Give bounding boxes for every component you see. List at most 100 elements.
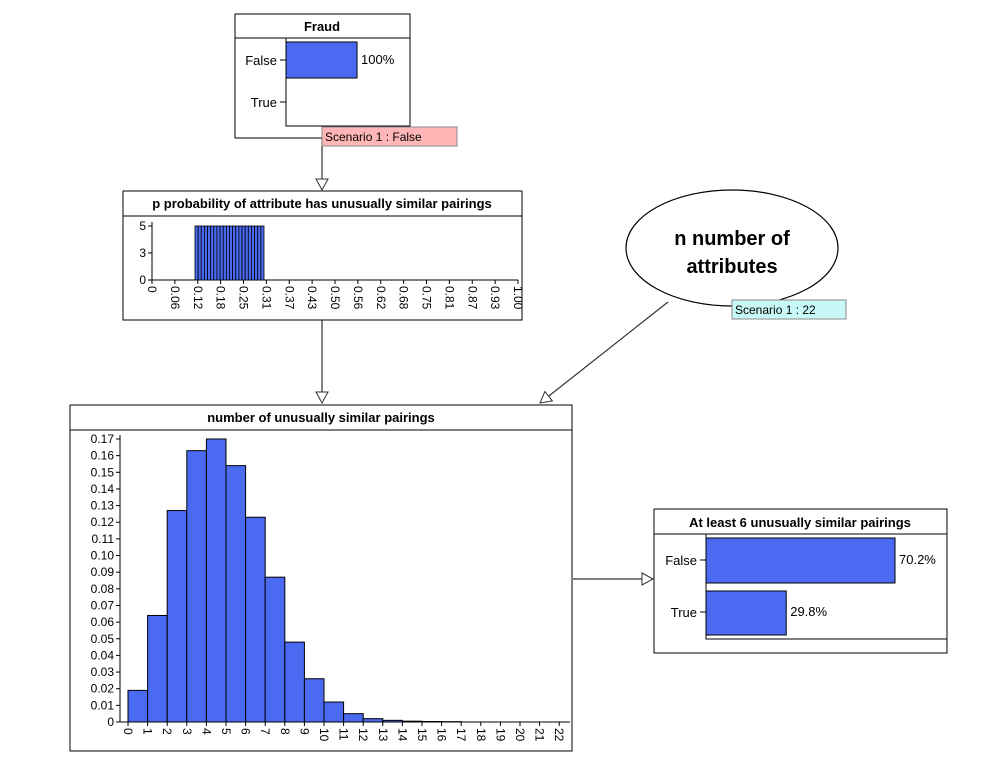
- pairings-bar: [401, 720, 423, 723]
- pairings-x-tick-label: 14: [395, 728, 409, 742]
- pairings-y-tick-label: 0.10: [91, 549, 115, 563]
- fraud-node[interactable]: Fraud False 100% True Scenario 1 : False: [234, 13, 458, 147]
- pairings-y-tick-label: 0.06: [91, 615, 115, 629]
- pairings-bar: [382, 719, 403, 723]
- pairings-y-tick-label: 0.13: [91, 499, 115, 513]
- p-probability-node[interactable]: p probability of attribute has unusually…: [122, 190, 525, 321]
- pairings-x-tick-label: 2: [160, 728, 174, 735]
- p-x-tick-label: 0.56: [351, 286, 365, 310]
- pairings-x-tick-label: 5: [219, 728, 233, 735]
- fraud-node-title: Fraud: [304, 19, 340, 34]
- pairings-y-tick-label: 0.14: [91, 482, 115, 496]
- p-x-tick-label: 0.93: [488, 286, 502, 310]
- pairings-bar: [205, 438, 227, 723]
- n-scenario-label: Scenario 1 : 22: [735, 303, 816, 317]
- pairings-y-tick-label: 0.15: [91, 465, 115, 479]
- p-node-chart: 5 3 00 0.06 0.12 0.18 0.25 0.31 0.37 0.43 0.50 0.56…: [139, 219, 525, 310]
- pairings-x-tick-label: 3: [180, 728, 194, 735]
- pairings-x-tick-label: 16: [435, 728, 449, 742]
- pairings-x-tick-label: 4: [199, 728, 213, 735]
- p-density-bar: [235, 225, 240, 281]
- n-node-title-line2: attributes: [686, 256, 777, 278]
- p-density-bar: [247, 225, 252, 281]
- pairings-node[interactable]: number of unusually similar pairings 0 0.…: [69, 404, 573, 752]
- atleast6-node-title: At least 6 unusually similar pairings: [689, 515, 911, 530]
- p-x-tick-label: 0.43: [305, 286, 319, 310]
- pairings-bar: [284, 641, 305, 723]
- pairings-x-tick-label: 8: [278, 728, 292, 735]
- pairings-x-tick-label: 18: [474, 728, 488, 742]
- fraud-scenario-label: Scenario 1 : False: [325, 130, 422, 144]
- p-x-tick-label: 0.87: [465, 286, 479, 310]
- atleast6-state-true-label: True: [671, 605, 697, 620]
- p-x-tick-label: 0.75: [420, 286, 434, 310]
- edges: [315, 138, 669, 586]
- pairings-x-tick-label: 21: [533, 728, 547, 742]
- pairings-y-tick-label: 0.12: [91, 515, 115, 529]
- edge-n-to-pairings: [539, 301, 669, 404]
- fraud-state-true-label: True: [251, 95, 277, 110]
- pairings-x-tick-label: 12: [356, 728, 370, 742]
- pairings-y-tick-label: 0.17: [91, 432, 115, 446]
- p-y-tick-label: 5: [139, 219, 146, 233]
- pairings-bar: [186, 450, 207, 723]
- pairings-y-tick-label: 0.05: [91, 632, 115, 646]
- p-x-tick-label: 1.00: [511, 286, 525, 310]
- p-density-bar: [219, 225, 224, 281]
- pairings-bar: [225, 465, 247, 723]
- pairings-node-chart: 0 0.01 0.02 0.03 0.04 0.05 0.06 0.07 0.08 0.09 0.1…: [91, 432, 570, 742]
- p-x-tick-label: 0.37: [282, 286, 296, 310]
- pairings-bar: [147, 614, 168, 723]
- p-density-bar: [216, 225, 221, 281]
- atleast6-node[interactable]: At least 6 unusually similar pairings Fa…: [653, 508, 948, 654]
- p-y-tick-label: 0: [139, 273, 146, 287]
- p-density-bar: [225, 225, 230, 281]
- p-density-bar: [207, 225, 212, 281]
- atleast6-state-true-bar: [705, 590, 787, 636]
- p-x-tick-label: 0.62: [374, 286, 388, 310]
- fraud-scenario-badge: [321, 126, 458, 147]
- pairings-x-tick-label: 20: [513, 728, 527, 742]
- pairings-bar: [362, 718, 384, 723]
- pairings-bar: [323, 701, 345, 723]
- pairings-y-tick-label: 0.04: [91, 648, 115, 662]
- p-x-tick-label: 0.68: [397, 286, 411, 310]
- p-x-tick-label: 0.50: [328, 286, 342, 310]
- p-x-tick-label: 0.12: [191, 286, 205, 310]
- p-density-bar: [197, 225, 202, 281]
- p-y-tick-label: 3: [139, 246, 146, 260]
- pairings-x-tick-label: 7: [258, 728, 272, 735]
- atleast6-state-false-percent: 70.2%: [899, 552, 936, 567]
- pairings-y-tick-label: 0.02: [91, 682, 115, 696]
- pairings-y-tick-label: 0.11: [92, 532, 115, 546]
- n-scenario-badge: [731, 299, 847, 320]
- pairings-y-tick-label: 0: [107, 715, 114, 729]
- pairings-x-tick-label: 6: [239, 728, 253, 735]
- p-density-bar: [232, 225, 237, 281]
- p-density-bar: [254, 225, 259, 281]
- pairings-x-tick-label: 11: [337, 728, 351, 741]
- pairings-bar: [303, 678, 325, 723]
- p-x-tick-label: 0.18: [214, 286, 228, 310]
- p-density-bar: [229, 225, 234, 281]
- p-density-bar: [257, 225, 262, 281]
- pairings-y-tick-label: 0.03: [91, 665, 115, 679]
- n-node-title-line1: n number of: [674, 228, 790, 250]
- p-density-bar: [204, 225, 208, 281]
- pairings-bar: [245, 516, 266, 723]
- p-x-tick-label: 0.81: [442, 286, 456, 310]
- p-density-bar: [241, 225, 246, 281]
- atleast6-state-false-bar: [705, 537, 896, 584]
- p-density-bar: [213, 225, 218, 281]
- pairings-x-tick-label: 17: [454, 728, 468, 742]
- n-attributes-node[interactable]: n number of attributes Scenario 1 : 22: [625, 189, 847, 320]
- pairings-x-tick-label: 0: [121, 728, 135, 735]
- p-density-bar: [244, 225, 249, 281]
- pairings-bar: [264, 576, 286, 723]
- pairings-bar: [343, 713, 364, 723]
- pairings-node-title: number of unusually similar pairings: [207, 410, 435, 425]
- pairings-y-tick-label: 0.08: [91, 582, 115, 596]
- pairings-x-tick-label: 10: [317, 728, 331, 742]
- p-x-tick-label: 0.31: [259, 286, 273, 310]
